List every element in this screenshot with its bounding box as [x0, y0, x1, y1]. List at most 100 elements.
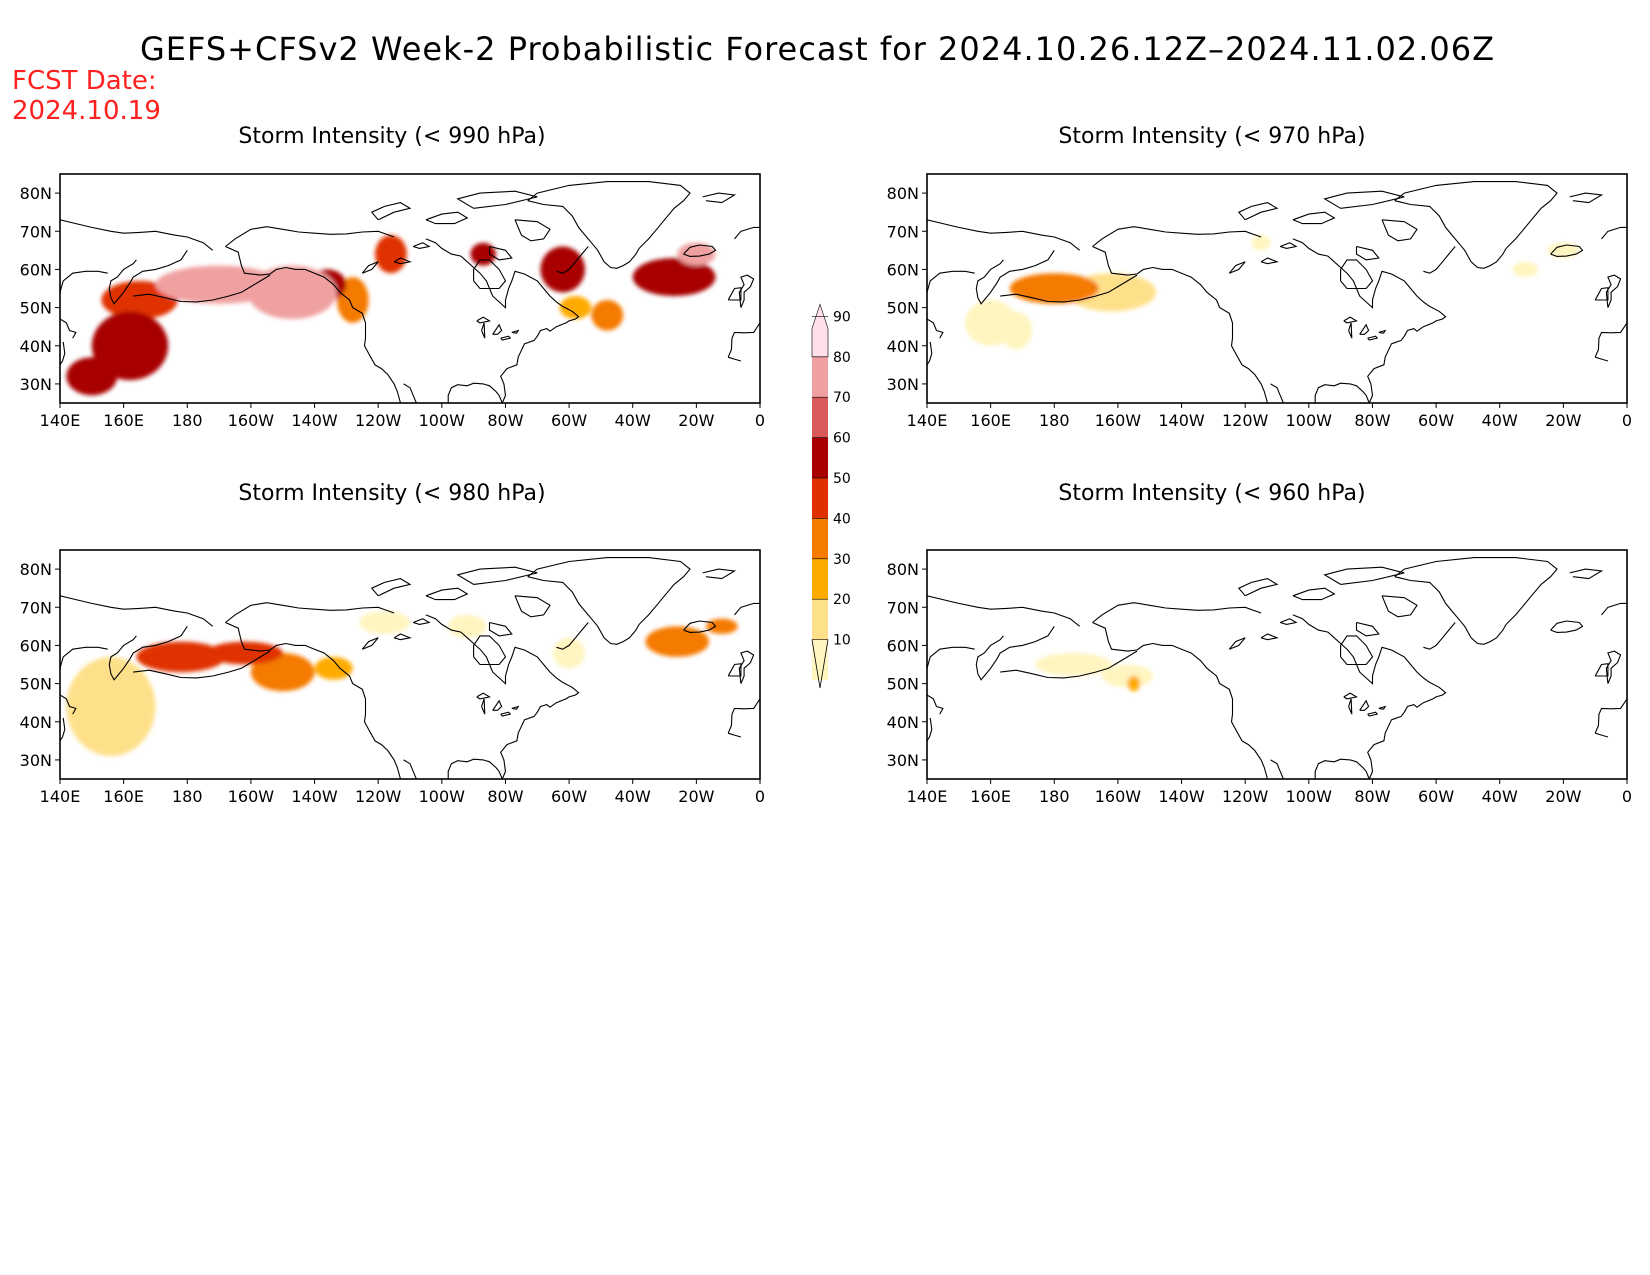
probability-area: [1009, 273, 1099, 304]
map-frame: [926, 173, 1628, 404]
coastline: [1348, 698, 1353, 715]
coastline: [492, 323, 503, 335]
lon-label: 0: [1622, 411, 1632, 430]
coastline: [393, 257, 412, 265]
panel-title-980: Storm Intensity (< 980 hPa): [238, 481, 546, 506]
lon-label: 20W: [1545, 787, 1581, 806]
coastline: [476, 316, 491, 324]
coastline: [1092, 245, 1269, 403]
colorbar-label: 80: [833, 350, 851, 366]
lon-label: 80W: [487, 787, 523, 806]
coastline: [361, 637, 379, 650]
lon-label: 40W: [1482, 787, 1518, 806]
coastline: [927, 219, 1081, 251]
coastline: [225, 226, 395, 247]
coastline: [1594, 287, 1609, 301]
probability-area: [1547, 242, 1580, 258]
coastline: [1605, 274, 1622, 308]
coastline: [1237, 202, 1279, 221]
coastline: [927, 717, 933, 742]
colorbar-label: 50: [833, 471, 851, 487]
coastlines: [60, 557, 760, 779]
colorbar-label: 60: [833, 431, 851, 447]
lon-label: 160W: [228, 411, 275, 430]
lat-label: 70N: [887, 598, 919, 617]
probability-area: [136, 641, 226, 673]
map-panel-980: 80N 70N 60N 50N 40N 30N 140E 160E 180 160W 140W 120…: [20, 549, 765, 806]
lon-label: 120W: [1222, 411, 1269, 430]
coastline: [1355, 245, 1380, 261]
probability-shading: [965, 235, 1580, 350]
lon-label: 180: [1039, 411, 1070, 430]
coastline: [927, 341, 933, 366]
colorbar-swatch: [812, 599, 828, 640]
lon-label: 140W: [291, 411, 338, 430]
lat-label: 40N: [887, 337, 919, 356]
coastline: [1092, 621, 1269, 779]
lat-label: 30N: [20, 751, 52, 770]
coastline: [727, 287, 742, 301]
lon-label: 160E: [970, 787, 1011, 806]
coastline: [556, 246, 589, 274]
lat-label: 80N: [887, 560, 919, 579]
lon-label: 120W: [355, 787, 402, 806]
coastline: [500, 711, 512, 717]
coastline: [1359, 699, 1370, 711]
lon-label: 140W: [291, 787, 338, 806]
coastline: [60, 318, 77, 339]
coastline: [1423, 622, 1456, 650]
coastline: [108, 625, 188, 681]
lon-label: 80W: [1354, 411, 1390, 430]
lon-label: 40W: [615, 411, 651, 430]
colorbar-swatch: [812, 478, 828, 519]
coastline: [412, 618, 431, 625]
lat-label: 30N: [887, 375, 919, 394]
coastline: [1359, 323, 1370, 335]
coastline: [975, 625, 1055, 681]
coastline: [1228, 261, 1246, 274]
lon-label: 140E: [907, 411, 948, 430]
probability-area: [66, 357, 118, 396]
map-frame: [926, 549, 1628, 780]
coastline: [1394, 181, 1558, 269]
coastline: [683, 244, 717, 257]
lon-label: 0: [755, 787, 765, 806]
colorbar-label: 90: [833, 309, 851, 325]
lat-label: 40N: [20, 337, 52, 356]
forecast-date: FCST Date: 2024.10.19: [12, 66, 161, 126]
coastline: [60, 646, 108, 669]
lon-label: 120W: [355, 411, 402, 430]
probability-area: [247, 265, 337, 320]
colorbar-label: 40: [833, 511, 851, 527]
coastline: [1092, 602, 1262, 623]
probability-area: [359, 611, 410, 634]
lon-label: 60W: [551, 787, 587, 806]
coastline: [447, 758, 503, 779]
lon-label: 20W: [678, 411, 714, 430]
coastline: [1237, 578, 1279, 597]
colorbar-swatch: [812, 518, 828, 559]
lat-label: 30N: [20, 375, 52, 394]
lat-label: 70N: [20, 598, 52, 617]
coastline: [456, 190, 538, 209]
probability-area: [66, 656, 156, 757]
coastline: [727, 698, 760, 734]
coastline: [1381, 219, 1418, 242]
coastline: [1569, 192, 1604, 204]
coastline: [60, 219, 214, 251]
probability-area: [448, 614, 487, 638]
probability-area: [1035, 653, 1112, 676]
lat-label: 60N: [887, 260, 919, 279]
coastline: [1340, 635, 1374, 666]
lon-label: 60W: [551, 411, 587, 430]
coastline: [1601, 226, 1627, 240]
main-title: GEFS+CFSv2 Week-2 Probabilistic Forecast…: [140, 30, 1496, 68]
coastline: [1595, 732, 1609, 738]
coastline: [1550, 620, 1584, 633]
colorbar-label: 70: [833, 390, 851, 406]
colorbar-label: 20: [833, 592, 851, 608]
map-panel-970: 80N 70N 60N 50N 40N 30N 140E 160E 180 160W 140W 120…: [887, 173, 1632, 430]
coastline: [425, 587, 469, 601]
coastline: [975, 249, 1055, 305]
